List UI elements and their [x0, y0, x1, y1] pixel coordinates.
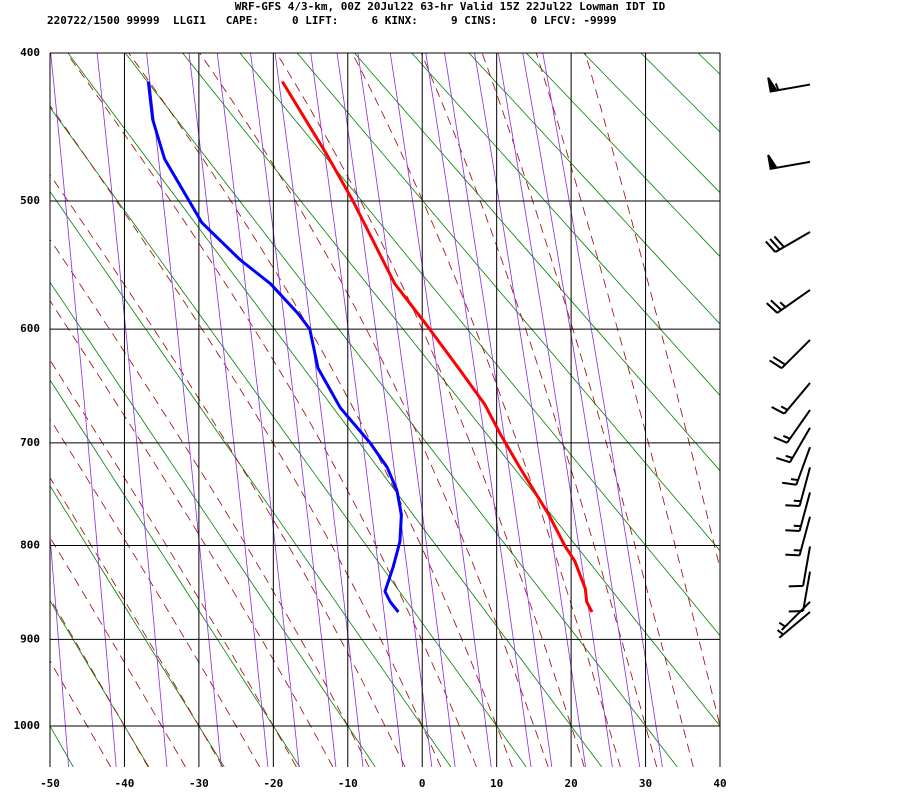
dry-adiabat: [583, 53, 720, 194]
wind-barb: [767, 77, 811, 93]
mixing-ratio-line: [474, 53, 586, 767]
dry-adiabat: [50, 485, 225, 767]
mixing-ratio-line: [522, 53, 641, 767]
moist-adiabat: [276, 53, 585, 767]
wind-barb: [776, 611, 811, 639]
moist-adiabat: [199, 53, 549, 767]
wind-barb: [778, 601, 811, 631]
dry-adiabat: [50, 599, 150, 767]
x-tick-label: -10: [338, 777, 358, 790]
dry-adiabat: [124, 53, 678, 767]
mixing-ratio-line: [425, 53, 532, 767]
x-tick-label: 0: [419, 777, 426, 790]
mixing-ratio-line: [542, 53, 663, 767]
dry-adiabat: [411, 53, 720, 396]
wind-barb: [765, 231, 811, 253]
wind-barb: [788, 546, 811, 588]
moist-adiabat: [50, 104, 442, 767]
moist-adiabat: [351, 53, 621, 767]
x-tick-label: -50: [40, 777, 60, 790]
moist-adiabat: [535, 53, 720, 728]
moist-adiabat: [584, 53, 720, 571]
dry-adiabat: [354, 53, 720, 472]
mixing-ratio-line: [310, 53, 404, 767]
dry-adiabat: [50, 190, 452, 767]
x-tick-label: 10: [490, 777, 503, 790]
x-tick-label: 40: [713, 777, 726, 790]
x-tick-label: -40: [115, 777, 135, 790]
mixing-ratio-line: [250, 53, 337, 767]
dry-adiabat: [50, 379, 301, 767]
x-tick-label: -20: [263, 777, 283, 790]
dry-adiabat: [239, 53, 720, 637]
wind-barb: [767, 154, 811, 170]
background-lines: [50, 53, 900, 767]
y-tick-label: 400: [20, 46, 40, 59]
y-tick-label: 500: [20, 194, 40, 207]
dry-adiabat: [182, 53, 720, 727]
moist-adiabat: [50, 660, 112, 767]
profile-line: [146, 81, 403, 613]
moist-adiabat: [50, 597, 149, 767]
x-tick-label: -30: [189, 777, 209, 790]
chart-title: WRF-GFS 4/3-km, 00Z 20Jul22 63-hr Valid …: [235, 0, 666, 13]
chart-subtitle: 220722/1500 99999 LLGI1 CAPE: 0 LIFT: 6 …: [47, 14, 617, 27]
dry-adiabat: [67, 53, 603, 767]
mixing-ratio-line: [50, 531, 69, 767]
moist-adiabat: [50, 536, 186, 767]
mixing-ratio-line: [444, 53, 553, 767]
profile-line: [281, 80, 594, 613]
wind-barb: [785, 516, 811, 557]
y-tick-label: 900: [20, 632, 40, 645]
dry-adiabat: [296, 53, 720, 552]
y-tick-label: 1000: [14, 719, 41, 732]
dry-adiabat: [526, 53, 720, 258]
y-tick-label: 800: [20, 538, 40, 551]
wind-barb: [781, 446, 811, 486]
wind-barb: [766, 289, 811, 314]
mixing-ratio-line: [389, 53, 492, 767]
moist-adiabat: [420, 53, 658, 767]
mixing-ratio-line: [188, 53, 269, 767]
moist-adiabat: [128, 53, 513, 767]
mixing-ratio-line: [274, 53, 364, 767]
moist-adiabat: [50, 173, 406, 767]
mixing-ratio-line: [146, 53, 222, 767]
dry-adiabat: [697, 53, 720, 75]
wind-barb: [776, 427, 811, 464]
mixing-ratio-line: [498, 53, 613, 767]
wind-barb: [771, 382, 811, 415]
moist-adiabat: [50, 418, 261, 767]
mixing-ratio-line: [336, 53, 433, 767]
wind-barb: [785, 492, 811, 532]
x-tick-label: 20: [564, 777, 577, 790]
moist-adiabat: [50, 477, 224, 767]
mixing-ratio-line: [50, 53, 117, 767]
dry-adiabat: [813, 53, 900, 767]
moist-adiabat: [50, 359, 297, 767]
mixing-ratio-line: [96, 53, 168, 767]
dry-adiabat: [50, 106, 527, 767]
dry-adiabat: [50, 281, 376, 767]
wind-barb: [769, 339, 811, 370]
mixing-ratio-line: [216, 53, 300, 767]
wind-barb: [773, 409, 811, 444]
dry-adiabat: [50, 725, 74, 767]
moist-adiabat: [50, 238, 370, 767]
dry-adiabat: [870, 53, 900, 767]
moist-adiabat: [66, 53, 477, 767]
y-tick-label: 700: [20, 436, 40, 449]
wind-barb: [785, 467, 811, 508]
dry-adiabat: [468, 53, 720, 325]
x-tick-label: 30: [639, 777, 652, 790]
y-tick-label: 600: [20, 322, 40, 335]
mixing-ratio-line: [357, 53, 456, 767]
moist-adiabat: [481, 53, 694, 767]
